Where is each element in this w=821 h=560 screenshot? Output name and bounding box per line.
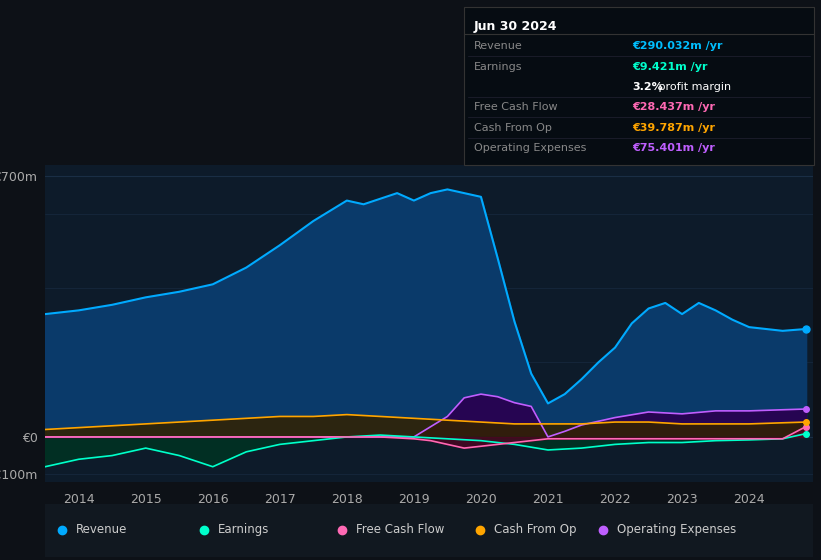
Text: Free Cash Flow: Free Cash Flow (474, 102, 557, 113)
Text: Free Cash Flow: Free Cash Flow (356, 523, 444, 536)
Text: €39.787m /yr: €39.787m /yr (632, 123, 715, 133)
Text: Earnings: Earnings (474, 62, 522, 72)
Text: 3.2%: 3.2% (632, 82, 663, 92)
Text: Jun 30 2024: Jun 30 2024 (474, 20, 557, 32)
Text: Earnings: Earnings (218, 523, 269, 536)
Text: Cash From Op: Cash From Op (494, 523, 576, 536)
Text: €290.032m /yr: €290.032m /yr (632, 41, 722, 52)
Text: Cash From Op: Cash From Op (474, 123, 552, 133)
Text: profit margin: profit margin (655, 82, 732, 92)
Text: Operating Expenses: Operating Expenses (617, 523, 736, 536)
Text: Revenue: Revenue (474, 41, 522, 52)
Text: Revenue: Revenue (76, 523, 127, 536)
Text: €9.421m /yr: €9.421m /yr (632, 62, 708, 72)
Text: €75.401m /yr: €75.401m /yr (632, 143, 715, 153)
Text: Operating Expenses: Operating Expenses (474, 143, 586, 153)
Text: €28.437m /yr: €28.437m /yr (632, 102, 715, 113)
